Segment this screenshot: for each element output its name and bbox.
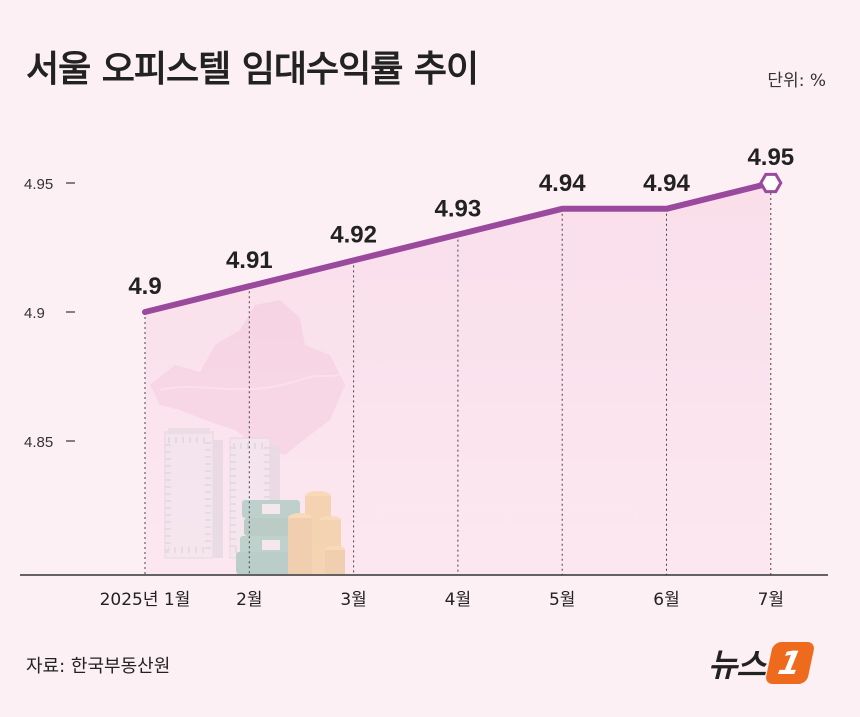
x-tick-label: 3월	[340, 590, 366, 610]
last-point-marker	[759, 172, 783, 194]
y-tick-label: 4.95	[24, 176, 53, 193]
news1-logo: 뉴스 1	[708, 640, 816, 686]
x-tick-label: 4월	[445, 590, 471, 610]
data-label: 4.93	[435, 196, 482, 223]
logo-text: 뉴스	[708, 646, 766, 684]
x-tick-label: 2025년 1월	[100, 590, 191, 610]
x-tick-label: 6월	[653, 590, 679, 610]
x-tick-label: 2월	[236, 590, 262, 610]
x-tick-label: 5월	[549, 590, 575, 610]
unit-label: 단위: %	[767, 71, 826, 91]
series-line	[142, 180, 774, 315]
data-label: 4.9	[128, 273, 161, 300]
data-label: 4.95	[747, 144, 794, 171]
area-fill	[145, 183, 771, 575]
x-tick-label: 7월	[758, 590, 784, 610]
data-label: 4.92	[330, 221, 377, 248]
chart-title: 서울 오피스텔 임대수익률 추이	[26, 49, 479, 90]
data-label: 4.94	[643, 170, 690, 197]
logo-badge: 1	[764, 642, 816, 684]
y-tick-label: 4.9	[24, 305, 45, 322]
line-chart: 4.85 4.9 4.95 4.9 4.91 4.92 4.93 4.94 4.94 4.95 20…	[20, 144, 828, 610]
y-tick-label: 4.85	[24, 434, 53, 451]
data-label: 4.91	[226, 247, 273, 274]
data-label: 4.94	[539, 170, 586, 197]
source-note: 자료: 한국부동산원	[26, 656, 171, 677]
